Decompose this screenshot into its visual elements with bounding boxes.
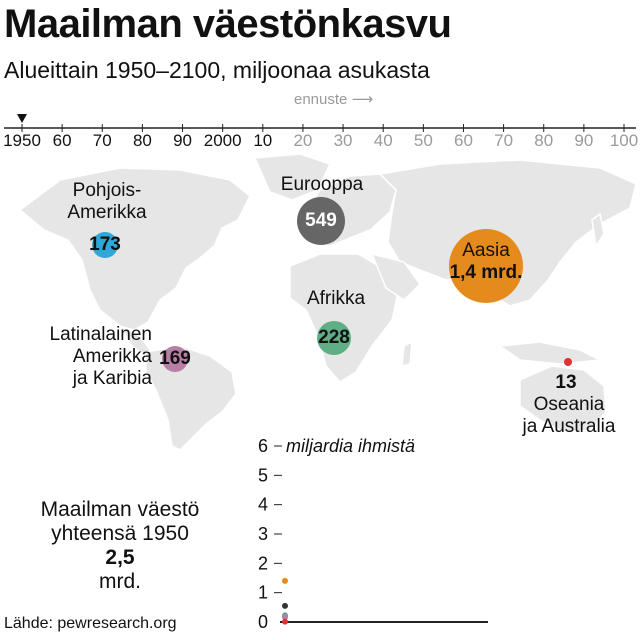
japan-shape — [591, 212, 605, 249]
europe-value: 549 — [305, 210, 337, 231]
asia-bubble[interactable] — [448, 228, 524, 304]
timeline-tick-label[interactable]: 30 — [334, 131, 353, 150]
data-point — [282, 602, 288, 609]
timeline[interactable]: 1950 60 70 80 90 2000 10 20 30 40 50 60 70 80 90 100 — [0, 108, 641, 158]
population-chart: 0 1 2 3 4 5 6 miljardia ihmistä — [258, 436, 488, 630]
y-tick-label: 3 — [258, 524, 268, 544]
africa-shape — [289, 253, 399, 383]
timeline-tick-label[interactable]: 2000 — [204, 131, 242, 150]
timeline-tick-label[interactable]: 90 — [574, 131, 593, 150]
timeline-tick-label[interactable]: 80 — [133, 131, 152, 150]
indonesia-shape — [497, 341, 603, 365]
source: Lähde: pewresearch.org — [4, 615, 177, 632]
south-america-shape — [145, 345, 237, 450]
latin-america-value: 169 — [159, 348, 191, 369]
timeline-tick-label[interactable]: 1950 — [3, 131, 41, 150]
y-tick-label: 1 — [258, 583, 268, 603]
subtitle: Alueittain 1950–2100, miljoonaa asukasta — [4, 57, 430, 83]
north-america-shape — [18, 167, 251, 331]
timeline-tick-label[interactable]: 60 — [454, 131, 473, 150]
north-america-value: 173 — [89, 234, 121, 255]
y-tick-label: 2 — [258, 553, 268, 573]
africa-value: 228 — [318, 327, 350, 348]
timeline-tick-label[interactable]: 70 — [93, 131, 112, 150]
australia-shape — [519, 365, 607, 433]
north-america-bubble[interactable] — [88, 228, 122, 262]
oceania-label: Oseania ja Australia — [522, 394, 616, 437]
asia-shape — [378, 159, 637, 307]
oceania-value: 13 — [555, 372, 577, 393]
y-tick-label: 0 — [258, 612, 268, 630]
y-tick-label: 6 — [258, 436, 268, 456]
forecast-label: ennuste ⟶ — [294, 91, 374, 108]
arrow-right-icon: ⟶ — [351, 91, 374, 108]
total-line2: yhteensä 1950 — [51, 522, 189, 545]
europe-label: Eurooppa — [280, 174, 364, 195]
middle-east-shape — [370, 252, 421, 301]
europe-bubble[interactable] — [296, 196, 346, 246]
total-line1: Maailman väestö — [40, 498, 200, 521]
timeline-tick-label[interactable]: 10 — [253, 131, 272, 150]
greenland-shape — [253, 153, 332, 201]
page-title: Maailman väestönkasvu — [4, 2, 452, 46]
africa-label: Afrikka — [306, 288, 366, 309]
timeline-tick-label[interactable]: 70 — [494, 131, 513, 150]
timeline-play-head-icon[interactable] — [17, 114, 27, 123]
y-tick-label: 4 — [258, 495, 268, 515]
latin-america-label: Latinalainen Amerikka ja Karibia — [49, 324, 152, 389]
total-value: 2,5 — [105, 546, 135, 569]
y-tick-label: 5 — [258, 465, 268, 485]
africa-bubble[interactable] — [316, 320, 352, 356]
world-total: Maailman väestö yhteensä 1950 2,5 mrd. — [20, 498, 220, 594]
oceania-bubble[interactable] — [561, 355, 575, 369]
timeline-tick-label[interactable]: 100 — [610, 131, 638, 150]
north-america-label: Pohjois- Amerikka — [67, 180, 147, 223]
y-axis-label: miljardia ihmistä — [286, 436, 415, 456]
timeline-tick-label[interactable]: 60 — [53, 131, 72, 150]
timeline-tick-label[interactable]: 90 — [173, 131, 192, 150]
total-unit: mrd. — [99, 570, 141, 593]
timeline-tick-label[interactable]: 20 — [293, 131, 312, 150]
world-map — [18, 153, 637, 450]
madagascar-shape — [401, 340, 413, 367]
latin-america-bubble[interactable] — [160, 344, 190, 374]
timeline-tick-label[interactable]: 80 — [534, 131, 553, 150]
timeline-tick-label[interactable]: 50 — [414, 131, 433, 150]
data-point — [282, 618, 288, 625]
asia-label: Aasia — [462, 240, 510, 261]
asia-value: 1,4 mrd. — [449, 262, 523, 283]
data-point — [282, 577, 288, 584]
timeline-tick-label[interactable]: 40 — [374, 131, 393, 150]
data-point — [282, 614, 288, 621]
